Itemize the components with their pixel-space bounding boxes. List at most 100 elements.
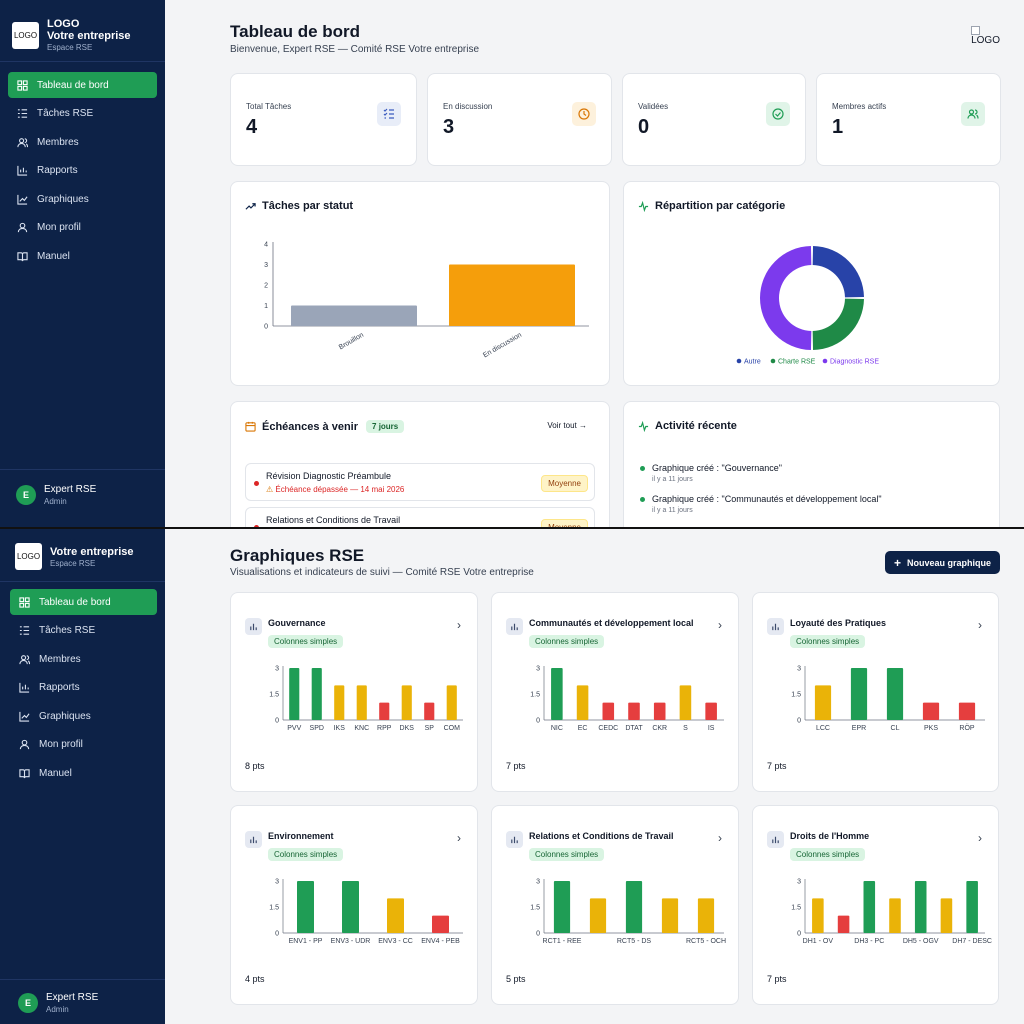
deadline-warning: ⚠ Échéance dépassée — 14 mai 2026 bbox=[266, 485, 404, 494]
x-tick-label: RÖP bbox=[959, 724, 975, 732]
sidebar-item-dashboard[interactable]: Tableau de bord bbox=[10, 589, 157, 615]
main-content: Tableau de bord Bienvenue, Expert RSE — … bbox=[165, 0, 1024, 527]
sidebar-item-tasks[interactable]: Tâches RSE bbox=[8, 101, 157, 127]
bar bbox=[446, 685, 457, 720]
deadline-item[interactable]: Révision Diagnostic Préambule ⚠ Échéance… bbox=[245, 463, 595, 501]
chart-card-gouvernance[interactable]: Gouvernance Colonnes simples › 8 pts 0 1.5 3 PV… bbox=[230, 592, 478, 792]
book-icon bbox=[16, 250, 28, 262]
user-role: Admin bbox=[44, 497, 67, 506]
brand[interactable]: LOGO Votre entreprise Espace RSE bbox=[15, 543, 134, 570]
x-tick-label: DKS bbox=[400, 725, 415, 732]
chart-card-loyaute[interactable]: Loyauté des Pratiques Colonnes simples › 7 … bbox=[752, 592, 999, 792]
brand[interactable]: LOGO LOGO Votre entreprise Espace RSE bbox=[12, 18, 131, 52]
x-tick-label: RCT5 - DS bbox=[617, 938, 652, 945]
x-tick-label: ENV4 - PEB bbox=[421, 938, 460, 945]
stat-card-members: Membres actifs 1 bbox=[816, 73, 1001, 166]
sidebar-item-charts[interactable]: Graphiques bbox=[8, 186, 157, 212]
card-title-text: Échéances à venir bbox=[262, 420, 359, 433]
x-tick-label: Brouillon bbox=[338, 332, 365, 352]
status-chart-card: Tâches par statut 0 1 2 3 4 Brouillon En discu… bbox=[230, 181, 610, 386]
sidebar-item-manual[interactable]: Manuel bbox=[8, 243, 157, 269]
chart-type-badge: Colonnes simples bbox=[529, 848, 605, 861]
book-icon bbox=[18, 767, 30, 779]
y-tick-label: 1.5 bbox=[269, 905, 279, 912]
see-all-link[interactable]: Voir tout → bbox=[547, 421, 587, 430]
chart-card-droits[interactable]: Droits de l'Homme Colonnes simples › 7 pts 0… bbox=[752, 805, 999, 1005]
legend-swatch bbox=[822, 358, 828, 364]
screenshot-divider bbox=[0, 527, 1024, 529]
chart-card-relations[interactable]: Relations et Conditions de Travail Colonn… bbox=[491, 805, 739, 1005]
chart-card-environnement[interactable]: Environnement Colonnes simples › 4 pts 0 1.5 3… bbox=[230, 805, 478, 1005]
card-title: Activité récente bbox=[638, 420, 737, 432]
sidebar-item-members[interactable]: Membres bbox=[10, 646, 157, 672]
stat-value: 0 bbox=[638, 116, 650, 138]
sidebar-item-profile[interactable]: Mon profil bbox=[8, 215, 157, 241]
page-subtitle: Visualisations et indicateurs de suivi —… bbox=[230, 567, 534, 578]
y-tick-label: 1.5 bbox=[530, 692, 540, 699]
members-icon bbox=[16, 136, 28, 148]
org-sub: Espace RSE bbox=[50, 558, 96, 568]
chevron-right-icon[interactable]: › bbox=[718, 831, 722, 845]
bar bbox=[863, 881, 876, 933]
x-tick-label: PKS bbox=[924, 725, 938, 732]
chart-card-communautes[interactable]: Communautés et développement local Colonn… bbox=[491, 592, 739, 792]
bar bbox=[958, 702, 976, 720]
user-profile[interactable]: E Expert RSE Admin bbox=[16, 484, 96, 506]
sidebar-item-members[interactable]: Membres bbox=[8, 129, 157, 155]
x-tick-label: RCT1 - REE bbox=[543, 938, 582, 945]
deadline-title: Révision Diagnostic Préambule bbox=[266, 471, 392, 481]
bar bbox=[914, 881, 927, 933]
chart-type-badge: Colonnes simples bbox=[529, 635, 605, 648]
bar bbox=[602, 702, 615, 720]
chevron-right-icon[interactable]: › bbox=[718, 618, 722, 632]
chart-points: 7 pts bbox=[506, 761, 526, 771]
stat-label: Total Tâches bbox=[246, 102, 292, 111]
x-tick-label: IS bbox=[708, 725, 715, 732]
y-tick-label: 0 bbox=[536, 931, 540, 938]
bar bbox=[297, 881, 314, 933]
sidebar-item-manual[interactable]: Manuel bbox=[10, 760, 157, 786]
company-logo: LOGO bbox=[971, 26, 1000, 46]
chevron-right-icon[interactable]: › bbox=[978, 831, 982, 845]
stat-label: En discussion bbox=[443, 102, 493, 111]
bar bbox=[342, 881, 359, 933]
stat-value: 1 bbox=[832, 116, 844, 138]
bar bbox=[311, 668, 322, 720]
bar bbox=[850, 668, 868, 720]
bar-chart-icon bbox=[767, 618, 784, 635]
activity-icon bbox=[638, 420, 649, 432]
deadline-item[interactable]: Relations et Conditions de Travail Moyen… bbox=[245, 507, 595, 527]
sidebar-item-charts[interactable]: Graphiques bbox=[10, 703, 157, 729]
x-tick-label: SP bbox=[425, 725, 435, 732]
sidebar-item-reports[interactable]: Rapports bbox=[8, 158, 157, 184]
org-name: Votre entreprise bbox=[47, 30, 131, 42]
bar bbox=[628, 702, 640, 720]
bar bbox=[940, 898, 953, 933]
sidebar-item-profile[interactable]: Mon profil bbox=[10, 732, 157, 758]
bar bbox=[625, 881, 643, 933]
chart-type-badge: Colonnes simples bbox=[268, 635, 344, 648]
chart-card-bar-chart: 0 1.5 3 RCT1 - REE RCT5 - DS RCT5 - OCH bbox=[530, 879, 726, 946]
list-check-icon bbox=[377, 102, 401, 126]
card-title: Répartition par catégorie bbox=[638, 200, 785, 212]
user-role: Admin bbox=[46, 1005, 69, 1014]
sidebar-item-dashboard[interactable]: Tableau de bord bbox=[8, 72, 157, 98]
new-chart-button[interactable]: + Nouveau graphique bbox=[884, 551, 1000, 574]
sidebar-item-label: Rapports bbox=[39, 682, 80, 693]
chevron-right-icon[interactable]: › bbox=[978, 618, 982, 632]
sidebar-item-reports[interactable]: Rapports bbox=[10, 675, 157, 701]
calendar-icon bbox=[245, 421, 256, 432]
chart-card-bar-chart: 0 1.5 3 NIC EC CEDC DTAT CKR S IS bbox=[530, 666, 724, 732]
see-all-label: Voir tout bbox=[547, 421, 577, 430]
user-profile[interactable]: E Expert RSE Admin bbox=[18, 992, 98, 1014]
deadlines-card: Échéances à venir 7 jours Voir tout → Ré… bbox=[230, 401, 610, 527]
sidebar-item-label: Graphiques bbox=[37, 193, 89, 205]
chart-type-badge: Colonnes simples bbox=[268, 848, 344, 861]
sidebar-item-tasks[interactable]: Tâches RSE bbox=[10, 618, 157, 644]
x-tick-label: ENV3 - CC bbox=[378, 938, 413, 945]
bar bbox=[334, 685, 345, 720]
donut-slice bbox=[759, 246, 812, 350]
chevron-right-icon[interactable]: › bbox=[457, 831, 461, 845]
sidebar-divider bbox=[0, 581, 165, 582]
chevron-right-icon[interactable]: › bbox=[457, 618, 461, 632]
